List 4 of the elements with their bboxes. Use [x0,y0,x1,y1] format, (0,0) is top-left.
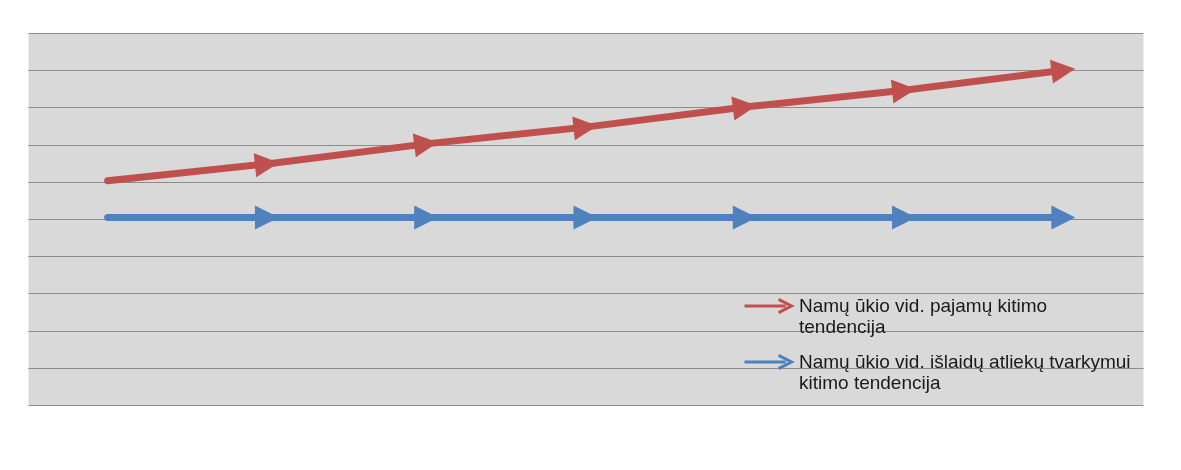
point [1049,59,1076,84]
legend-label: Namų ūkio vid. išlaidų atliekų tvarkymui kitimo tendencija [799,351,1131,393]
point [1051,205,1076,230]
legend-label: Namų ūkio vid. pajamų kitimo tendencija [799,295,1048,337]
